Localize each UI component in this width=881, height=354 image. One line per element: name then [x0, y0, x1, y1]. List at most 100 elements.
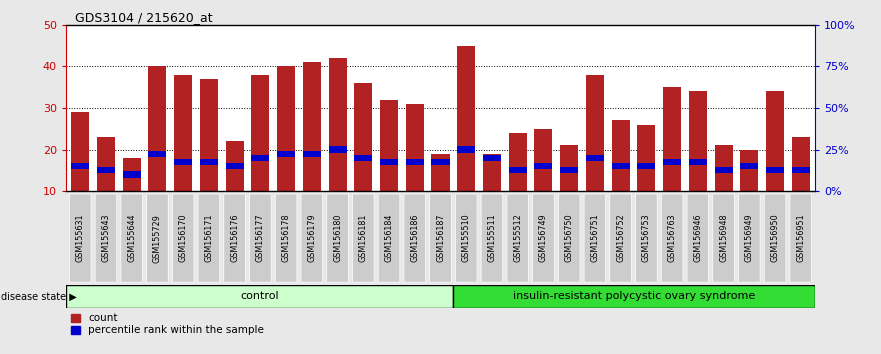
Bar [71, 163, 89, 169]
Bar [226, 163, 244, 169]
Bar [122, 171, 141, 178]
Text: control: control [241, 291, 279, 302]
Bar [174, 159, 192, 165]
Bar [457, 147, 475, 153]
FancyBboxPatch shape [70, 194, 91, 282]
Bar [483, 154, 501, 191]
Bar [689, 91, 707, 191]
Bar [354, 83, 373, 191]
Text: GSM155729: GSM155729 [153, 213, 162, 263]
Bar [714, 167, 733, 173]
FancyBboxPatch shape [198, 194, 219, 282]
Text: GSM155512: GSM155512 [514, 214, 522, 262]
Bar [560, 167, 578, 173]
Text: GSM155643: GSM155643 [101, 214, 110, 262]
Bar [689, 159, 707, 165]
Text: GSM155631: GSM155631 [76, 214, 85, 262]
Bar [380, 159, 398, 165]
Text: GSM156176: GSM156176 [230, 214, 239, 262]
FancyBboxPatch shape [559, 194, 580, 282]
Text: GSM156749: GSM156749 [539, 214, 548, 262]
Bar [303, 62, 321, 191]
Bar [637, 163, 655, 169]
Bar [380, 100, 398, 191]
Bar [560, 145, 578, 191]
Bar [200, 79, 218, 191]
FancyBboxPatch shape [95, 194, 117, 282]
Bar [792, 167, 810, 173]
Bar [354, 155, 373, 161]
Text: disease state ▶: disease state ▶ [1, 291, 77, 301]
Bar [329, 58, 346, 191]
FancyBboxPatch shape [584, 194, 606, 282]
Bar [226, 141, 244, 191]
Bar [792, 137, 810, 191]
Bar [97, 137, 115, 191]
FancyBboxPatch shape [507, 194, 529, 282]
FancyBboxPatch shape [275, 194, 297, 282]
Text: GSM156180: GSM156180 [333, 214, 342, 262]
Bar [714, 145, 733, 191]
Bar [586, 155, 603, 161]
Text: GSM156949: GSM156949 [744, 214, 754, 262]
Bar [66, 285, 454, 308]
Text: GSM156187: GSM156187 [436, 214, 445, 262]
FancyBboxPatch shape [533, 194, 554, 282]
Bar [71, 112, 89, 191]
Text: GSM156181: GSM156181 [359, 214, 367, 262]
Text: GSM156178: GSM156178 [282, 214, 291, 262]
Bar [406, 159, 424, 165]
Bar [278, 67, 295, 191]
Bar [637, 125, 655, 191]
Legend: count, percentile rank within the sample: count, percentile rank within the sample [71, 313, 263, 335]
Bar [740, 163, 759, 169]
FancyBboxPatch shape [662, 194, 683, 282]
Bar [457, 46, 475, 191]
Text: GSM156179: GSM156179 [307, 214, 316, 262]
FancyBboxPatch shape [610, 194, 632, 282]
Text: GSM155644: GSM155644 [127, 214, 137, 262]
Bar [766, 91, 784, 191]
Bar [303, 150, 321, 157]
Text: GSM156763: GSM156763 [668, 214, 677, 262]
Bar [535, 163, 552, 169]
FancyBboxPatch shape [481, 194, 503, 282]
Bar [251, 75, 270, 191]
Text: GSM155510: GSM155510 [462, 214, 470, 262]
Bar [174, 75, 192, 191]
FancyBboxPatch shape [404, 194, 426, 282]
Text: GSM156753: GSM156753 [642, 214, 651, 262]
FancyBboxPatch shape [790, 194, 811, 282]
Text: GSM156951: GSM156951 [796, 214, 805, 262]
Bar [406, 104, 424, 191]
Text: GSM156946: GSM156946 [693, 214, 702, 262]
Text: GSM155511: GSM155511 [487, 214, 497, 262]
FancyBboxPatch shape [687, 194, 708, 282]
FancyBboxPatch shape [378, 194, 400, 282]
Bar [122, 158, 141, 191]
Text: GSM156950: GSM156950 [771, 214, 780, 262]
FancyBboxPatch shape [738, 194, 760, 282]
FancyBboxPatch shape [352, 194, 374, 282]
FancyBboxPatch shape [249, 194, 271, 282]
Bar [200, 159, 218, 165]
Bar [251, 155, 270, 161]
Text: GSM156170: GSM156170 [179, 214, 188, 262]
FancyBboxPatch shape [327, 194, 348, 282]
Bar [766, 167, 784, 173]
Text: GSM156184: GSM156184 [384, 214, 394, 262]
FancyBboxPatch shape [430, 194, 451, 282]
FancyBboxPatch shape [146, 194, 168, 282]
Text: GSM156752: GSM156752 [616, 214, 626, 262]
Text: GSM156171: GSM156171 [204, 214, 213, 262]
Bar [97, 167, 115, 173]
Bar [483, 155, 501, 161]
Text: insulin-resistant polycystic ovary syndrome: insulin-resistant polycystic ovary syndr… [513, 291, 755, 302]
Bar [663, 87, 681, 191]
FancyBboxPatch shape [173, 194, 194, 282]
Bar [454, 285, 815, 308]
Bar [586, 75, 603, 191]
Bar [329, 147, 346, 153]
FancyBboxPatch shape [301, 194, 322, 282]
FancyBboxPatch shape [121, 194, 143, 282]
